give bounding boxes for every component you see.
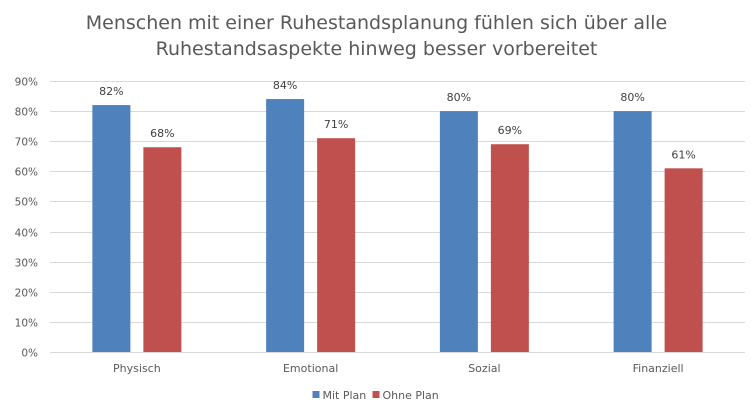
y-tick-label: 60% bbox=[15, 167, 38, 179]
bars: 82% 68% 84% 71% 80% 69% 80% 61% bbox=[92, 79, 703, 352]
chart-title: Menschen mit einer Ruhestandsplanung füh… bbox=[86, 12, 668, 60]
bar-ohne-plan bbox=[664, 168, 703, 352]
y-tick-label: 90% bbox=[15, 77, 38, 89]
category-label: Sozial bbox=[468, 362, 500, 375]
data-label: 82% bbox=[99, 85, 123, 98]
category-label: Emotional bbox=[283, 362, 338, 375]
bar-ohne-plan bbox=[317, 138, 356, 352]
category-label: Finanziell bbox=[633, 362, 684, 375]
category-label: Physisch bbox=[113, 362, 161, 375]
bar-mit-plan bbox=[613, 111, 652, 352]
chart-title-line-1: Menschen mit einer Ruhestandsplanung füh… bbox=[86, 12, 668, 34]
bar-mit-plan bbox=[439, 111, 478, 352]
data-label: 68% bbox=[150, 127, 174, 140]
data-label: 80% bbox=[447, 91, 471, 104]
y-tick-label: 70% bbox=[15, 137, 38, 149]
legend: Mit Plan Ohne Plan bbox=[312, 389, 439, 402]
data-label: 71% bbox=[324, 118, 348, 131]
y-tick-label: 30% bbox=[15, 258, 38, 270]
y-tick-label: 10% bbox=[15, 318, 38, 330]
data-label: 61% bbox=[671, 148, 695, 161]
bar-mit-plan bbox=[266, 99, 305, 352]
data-label: 84% bbox=[273, 79, 297, 92]
bar-ohne-plan bbox=[143, 147, 182, 352]
legend-label: Ohne Plan bbox=[383, 389, 439, 402]
y-tick-label: 50% bbox=[15, 197, 38, 209]
y-tick-label: 20% bbox=[15, 288, 38, 300]
y-tick-label: 40% bbox=[15, 228, 38, 240]
chart-title-line-2: Ruhestandsaspekte hinweg besser vorberei… bbox=[156, 38, 598, 60]
y-tick-label: 80% bbox=[15, 107, 38, 119]
y-tick-label: 0% bbox=[21, 348, 38, 360]
legend-swatch bbox=[372, 391, 380, 398]
y-axis: 0% 10% 20% 30% 40% 50% 60% 70% 80% 90% bbox=[15, 77, 38, 360]
data-label: 80% bbox=[620, 91, 644, 104]
data-label: 69% bbox=[498, 124, 522, 137]
x-axis: Physisch Emotional Sozial Finanziell bbox=[113, 362, 684, 375]
legend-label: Mit Plan bbox=[323, 389, 367, 402]
bar-ohne-plan bbox=[490, 144, 529, 352]
legend-swatch bbox=[312, 391, 320, 398]
bar-mit-plan bbox=[92, 105, 131, 352]
